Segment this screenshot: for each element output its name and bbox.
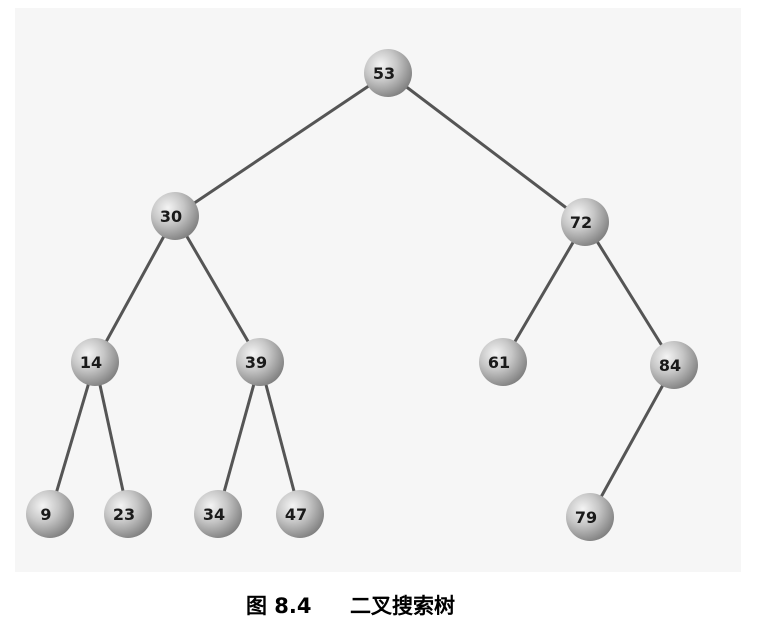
node-ball	[566, 493, 614, 541]
node-ball	[479, 338, 527, 386]
edge-72-84	[583, 220, 676, 367]
tree-node-23: 23	[104, 490, 152, 538]
edge-14-23	[93, 360, 130, 516]
tree-node-9: 9	[26, 490, 74, 538]
node-label: 53	[373, 64, 395, 83]
tree-node-79: 79	[566, 493, 614, 541]
edge-53-30	[173, 71, 390, 218]
tree-node-14: 14	[71, 338, 119, 386]
tree-node-61: 61	[479, 338, 527, 386]
node-label: 14	[80, 353, 102, 372]
edge-53-72	[386, 71, 587, 224]
edge-30-39	[173, 214, 262, 364]
edge-30-14	[93, 214, 177, 364]
node-label: 30	[160, 207, 182, 226]
node-ball	[26, 490, 74, 538]
node-label: 61	[488, 353, 510, 372]
edge-72-61	[501, 220, 587, 364]
node-label: 84	[659, 356, 681, 375]
node-ball	[236, 338, 284, 386]
binary-search-tree-diagram: 53 30 72 14 39 61 84 9 23 34 47 79	[26, 49, 698, 541]
node-ball	[561, 198, 609, 246]
node-label: 72	[570, 213, 592, 232]
tree-node-47: 47	[276, 490, 324, 538]
figure-number: 图 8.4	[246, 594, 312, 618]
tree-node-72: 72	[561, 198, 609, 246]
tree-node-34: 34	[194, 490, 242, 538]
tree-node-53: 53	[364, 49, 412, 97]
node-label: 34	[203, 505, 225, 524]
tree-node-84: 84	[650, 341, 698, 389]
figure-caption: 图 8.4 二叉搜索树	[0, 586, 761, 626]
edge-39-47	[258, 360, 302, 516]
node-ball	[104, 490, 152, 538]
edges	[48, 71, 676, 519]
tree-node-39: 39	[236, 338, 284, 386]
edge-84-79	[588, 363, 676, 519]
figure-title: 二叉搜索树	[350, 594, 455, 618]
node-ball	[650, 341, 698, 389]
node-ball	[194, 490, 242, 538]
node-label: 23	[113, 505, 135, 524]
node-ball	[364, 49, 412, 97]
tree-node-30: 30	[151, 192, 199, 240]
node-ball	[276, 490, 324, 538]
edge-39-34	[216, 360, 262, 516]
nodes: 53 30 72 14 39 61 84 9 23 34 47 79	[26, 49, 698, 541]
node-label: 9	[40, 505, 51, 524]
node-label: 47	[285, 505, 307, 524]
node-ball	[151, 192, 199, 240]
node-label: 79	[575, 508, 597, 527]
edge-14-9	[48, 360, 97, 516]
node-label: 39	[245, 353, 267, 372]
node-ball	[71, 338, 119, 386]
